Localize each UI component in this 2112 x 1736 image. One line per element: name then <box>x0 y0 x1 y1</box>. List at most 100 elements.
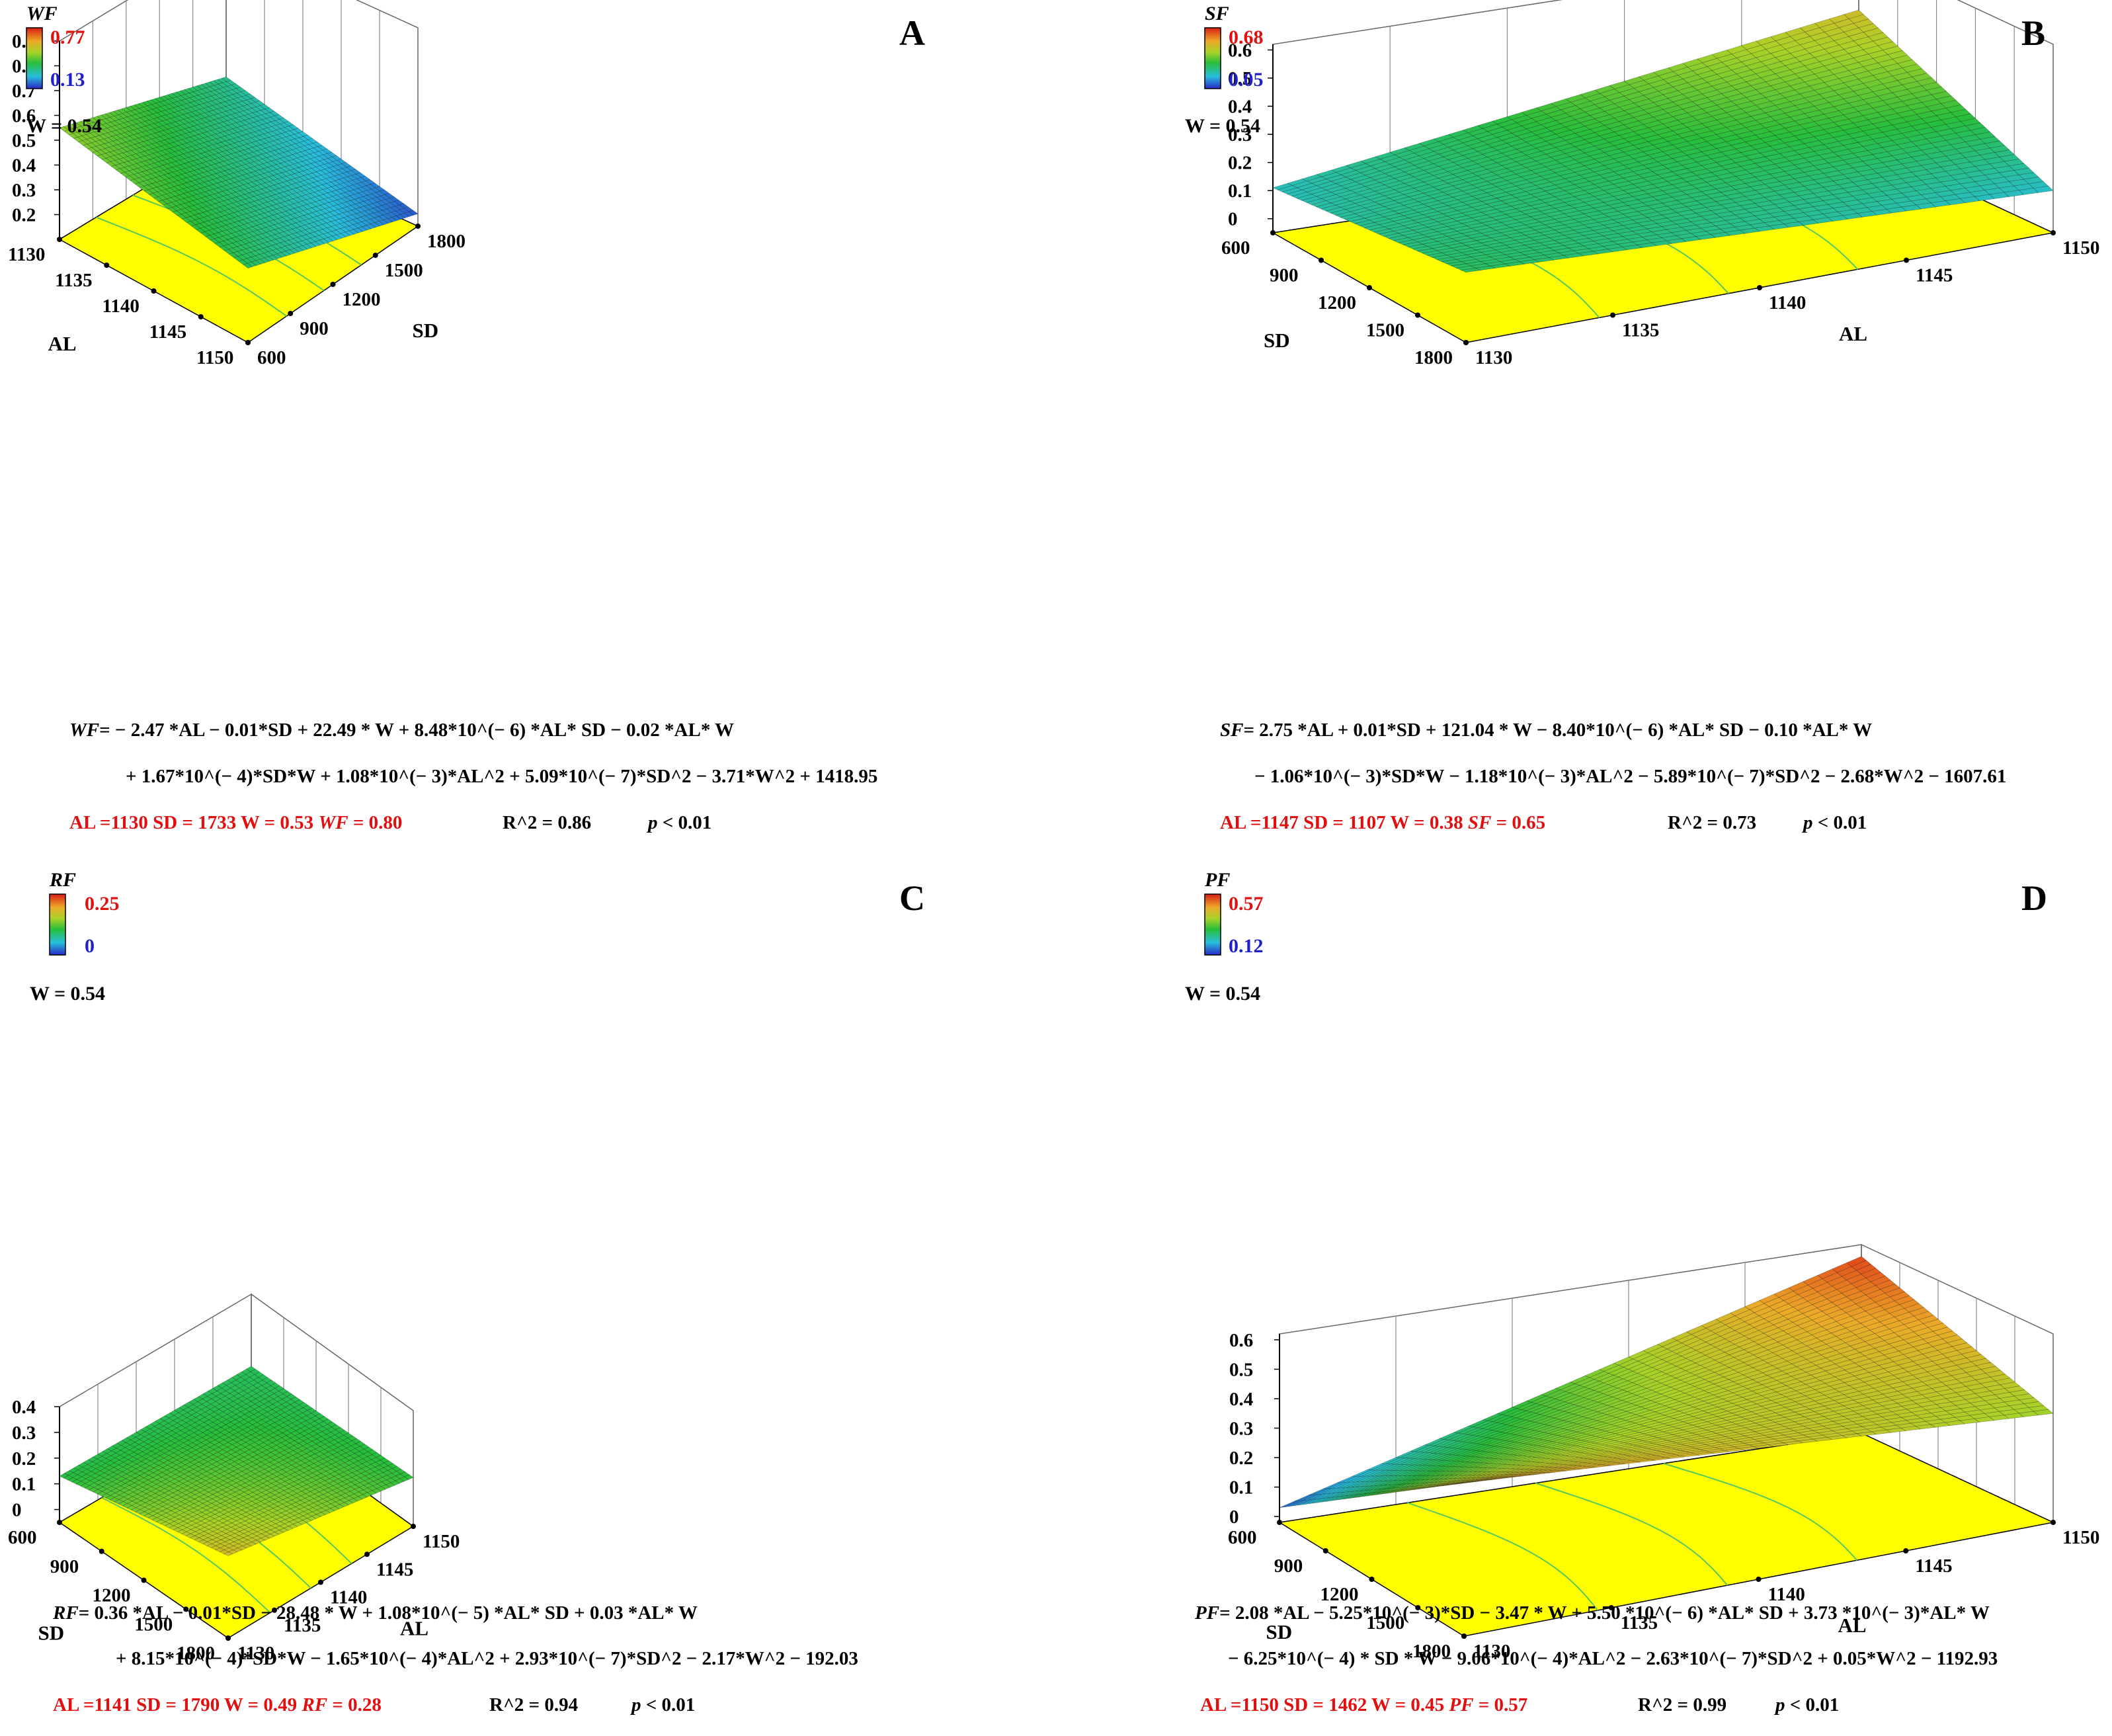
front-tick-mark <box>1277 1520 1282 1525</box>
front-tick-mark <box>57 1520 62 1525</box>
right-tick-label: 600 <box>257 347 286 368</box>
right-axis-label: AL <box>1839 322 1867 345</box>
right-tick-label: 1135 <box>1622 320 1659 341</box>
z-tick-label: 0.6 <box>12 106 36 127</box>
response-surface <box>1279 1256 2054 1508</box>
z-tick-label: 0.2 <box>1228 153 1252 174</box>
response-surface <box>59 1366 414 1556</box>
colorbar <box>1204 893 1221 956</box>
z-tick-label: 0.4 <box>1228 97 1252 118</box>
front-tick-label: 1200 <box>1318 292 1356 313</box>
equation-line-1: WF= − 2.47 *AL − 0.01*SD + 22.49 * W + 8… <box>69 720 734 741</box>
front-tick-label: 1145 <box>149 321 186 343</box>
front-axis-label: SD <box>1264 329 1290 352</box>
z-tick-label: 0.3 <box>12 180 36 201</box>
colorbar-max: 0.68 <box>1229 26 1264 48</box>
right-tick-label: 1135 <box>284 1615 321 1636</box>
front-tick-mark <box>1367 285 1372 290</box>
right-tick-label: 1150 <box>2062 237 2099 259</box>
front-axis-ticks: 600 900 1200 1500 1800 <box>1228 1520 1467 1662</box>
front-tick-label: 1500 <box>1366 320 1404 341</box>
front-tick-mark <box>1270 230 1276 235</box>
colorbar-title: WF <box>26 3 58 24</box>
right-tick-label: 1140 <box>1769 292 1806 313</box>
colorbar <box>49 893 66 956</box>
optimum-values: AL =1147 SD = 1107 W = 0.38 SF = 0.65 <box>1220 812 1545 833</box>
r-squared: R^2 = 0.86 <box>503 812 591 833</box>
right-tick-mark <box>272 1607 277 1613</box>
panel-letter: B <box>2021 13 2045 53</box>
front-tick-label: 600 <box>8 1527 37 1548</box>
z-axis-ticks: 0 0.1 0.2 0.3 0.4 0.5 0.6 <box>1228 40 1273 230</box>
z-tick-label: 0.5 <box>1228 68 1252 89</box>
z-tick-label: 0.6 <box>1228 40 1252 62</box>
right-tick-mark <box>1903 1548 1909 1553</box>
right-tick-mark <box>411 1524 416 1529</box>
right-tick-mark <box>1610 312 1615 318</box>
front-tick-label: 1500 <box>1366 1612 1404 1633</box>
z-tick-label: 0.2 <box>1229 1448 1253 1469</box>
front-tick-mark <box>1415 1605 1421 1610</box>
right-tick-label: 1130 <box>1473 1641 1510 1662</box>
front-tick-label: 900 <box>1270 265 1299 286</box>
z-tick-label: 0.5 <box>1229 1359 1253 1380</box>
right-tick-label: 1145 <box>1916 265 1953 286</box>
right-tick-mark <box>1757 285 1762 290</box>
front-tick-label: 1800 <box>177 1643 215 1664</box>
optimum-values: AL =1141 SD = 1790 W = 0.49 RF = 0.28 <box>53 1694 382 1715</box>
front-axis-label: SD <box>38 1622 65 1645</box>
z-tick-label: 0.1 <box>1229 1477 1253 1499</box>
z-tick-label: 0.4 <box>1229 1389 1253 1410</box>
front-tick-label: 1130 <box>8 244 45 265</box>
right-tick-mark <box>1461 1633 1467 1639</box>
r-squared: R^2 = 0.99 <box>1638 1694 1726 1715</box>
front-tick-label: 1800 <box>1414 347 1453 368</box>
right-axis-ticks: 1130 1135 1140 1145 1150 <box>1463 230 2099 368</box>
z-tick-label: 0.2 <box>12 1448 36 1469</box>
colorbar-min: 0.05 <box>1229 69 1264 91</box>
right-tick-label: 1140 <box>1768 1584 1805 1605</box>
colorbar-title: SF <box>1205 3 1229 24</box>
p-value: p < 0.01 <box>646 812 711 833</box>
right-tick-label: 1150 <box>423 1531 460 1552</box>
r-squared: R^2 = 0.94 <box>489 1694 578 1715</box>
z-tick-label: 0.5 <box>12 130 36 151</box>
right-tick-label: 1145 <box>1915 1555 1952 1577</box>
colorbar <box>26 27 43 89</box>
right-tick-mark <box>318 1579 323 1585</box>
right-axis-label: AL <box>1838 1614 1867 1637</box>
right-tick-mark <box>1608 1605 1614 1610</box>
right-tick-mark <box>1756 1577 1762 1582</box>
p-value: p < 0.01 <box>1801 812 1867 833</box>
colorbar-max: 0.25 <box>85 893 120 915</box>
z-tick-label: 0 <box>12 1500 22 1521</box>
right-tick-label: 900 <box>300 318 329 339</box>
z-tick-label: 0.4 <box>12 155 36 177</box>
right-tick-mark <box>2051 230 2056 235</box>
equation-line-2: + 1.67*10^(− 4)*SD*W + 1.08*10^(− 3)*AL^… <box>126 766 877 787</box>
right-tick-label: 1140 <box>330 1587 367 1608</box>
equation-line-1: SF= 2.75 *AL + 0.01*SD + 121.04 * W − 8.… <box>1220 720 1872 741</box>
z-tick-label: 0.3 <box>1228 124 1252 145</box>
front-tick-label: 1800 <box>1412 1641 1451 1662</box>
z-tick-label: 0.2 <box>12 205 36 226</box>
right-tick-mark <box>225 1635 231 1641</box>
front-tick-mark <box>104 263 110 268</box>
z-tick-label: 0.3 <box>1229 1419 1253 1440</box>
z-tick-label: 0 <box>1228 209 1238 230</box>
p-value: p < 0.01 <box>1773 1694 1839 1715</box>
right-tick-mark <box>1904 257 1909 263</box>
p-value: p < 0.01 <box>630 1694 695 1715</box>
front-tick-label: 1135 <box>55 270 92 291</box>
colorbar-max: 0.77 <box>50 26 85 48</box>
right-tick-mark <box>415 224 421 229</box>
z-tick-label: 0.1 <box>12 1474 36 1495</box>
right-tick-label: 1500 <box>385 260 423 281</box>
right-tick-label: 1130 <box>1475 347 1512 368</box>
right-tick-mark <box>2051 1520 2056 1525</box>
right-tick-mark <box>364 1551 370 1557</box>
front-tick-mark <box>57 237 62 242</box>
right-axis-ticks: 1130 1135 1140 1145 1150 <box>1461 1520 2099 1662</box>
front-tick-label: 600 <box>1228 1527 1257 1548</box>
